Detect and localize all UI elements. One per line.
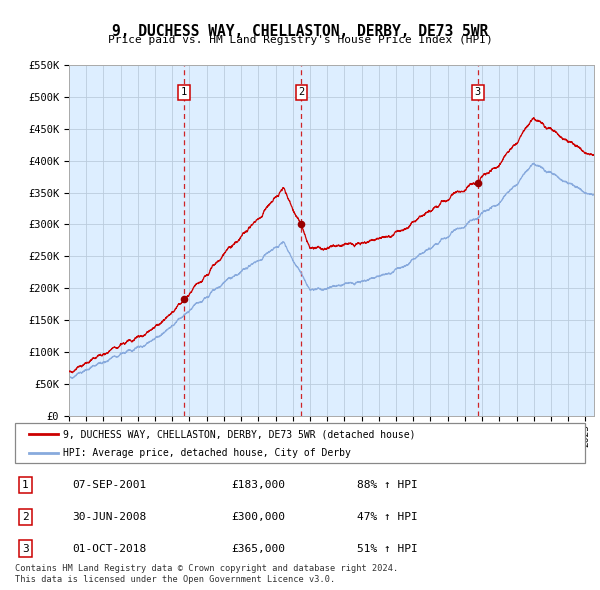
Text: 9, DUCHESS WAY, CHELLASTON, DERBY, DE73 5WR: 9, DUCHESS WAY, CHELLASTON, DERBY, DE73 …	[112, 24, 488, 38]
Text: 30-JUN-2008: 30-JUN-2008	[72, 512, 146, 522]
Text: 01-OCT-2018: 01-OCT-2018	[72, 543, 146, 553]
Text: 47% ↑ HPI: 47% ↑ HPI	[357, 512, 418, 522]
Text: This data is licensed under the Open Government Licence v3.0.: This data is licensed under the Open Gov…	[15, 575, 335, 584]
Text: Price paid vs. HM Land Registry's House Price Index (HPI): Price paid vs. HM Land Registry's House …	[107, 35, 493, 45]
Text: 51% ↑ HPI: 51% ↑ HPI	[357, 543, 418, 553]
Text: 3: 3	[22, 543, 29, 553]
Text: 07-SEP-2001: 07-SEP-2001	[72, 480, 146, 490]
Text: 2: 2	[22, 512, 29, 522]
Text: 9, DUCHESS WAY, CHELLASTON, DERBY, DE73 5WR (detached house): 9, DUCHESS WAY, CHELLASTON, DERBY, DE73 …	[64, 430, 416, 440]
Text: 88% ↑ HPI: 88% ↑ HPI	[357, 480, 418, 490]
Text: £365,000: £365,000	[232, 543, 286, 553]
Text: Contains HM Land Registry data © Crown copyright and database right 2024.: Contains HM Land Registry data © Crown c…	[15, 564, 398, 573]
Text: £300,000: £300,000	[232, 512, 286, 522]
Text: 1: 1	[181, 87, 187, 97]
Text: HPI: Average price, detached house, City of Derby: HPI: Average price, detached house, City…	[64, 448, 352, 458]
Text: 2: 2	[298, 87, 305, 97]
Text: 3: 3	[475, 87, 481, 97]
Text: £183,000: £183,000	[232, 480, 286, 490]
Text: 1: 1	[22, 480, 29, 490]
